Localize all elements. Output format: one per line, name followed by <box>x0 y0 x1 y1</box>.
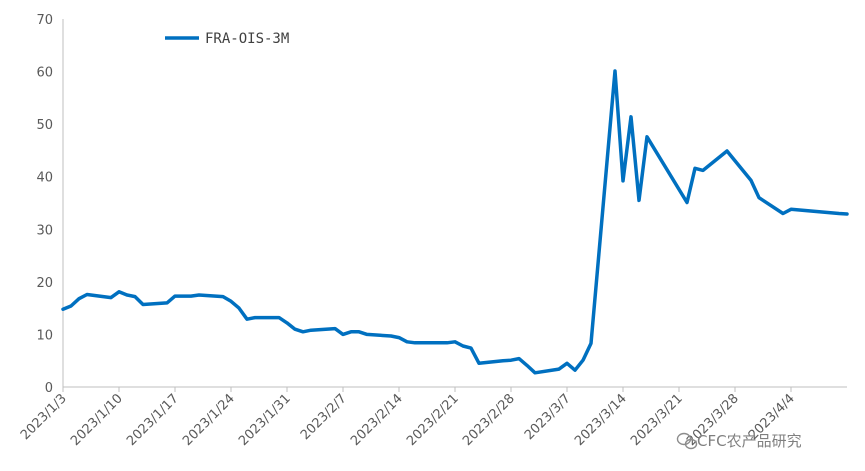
y-tick-label: 0 <box>45 381 53 396</box>
y-tick-label: 30 <box>36 223 53 238</box>
y-tick-label: 20 <box>36 276 53 291</box>
y-tick-label: 50 <box>36 118 53 133</box>
y-tick-label: 70 <box>36 13 53 28</box>
legend-label: FRA-OIS-3M <box>205 31 289 47</box>
y-tick-label: 40 <box>36 171 53 186</box>
watermark: CFC农产品研究 <box>676 432 802 450</box>
wechat-icon <box>676 432 698 450</box>
x-tick-label: 2023/1/31 <box>236 391 294 449</box>
watermark-text: CFC农产品研究 <box>697 432 802 450</box>
x-tick-label: 2023/2/21 <box>404 391 462 449</box>
x-tick-label: 2023/1/24 <box>180 391 238 449</box>
x-tick-label: 2023/1/3 <box>18 391 70 443</box>
y-axis: 0 10 20 30 40 50 60 70 <box>36 13 64 396</box>
series-line-fra-ois-3m <box>61 69 849 375</box>
x-tick-label: 2023/2/28 <box>460 391 518 449</box>
x-tick-label: 2023/1/10 <box>68 391 126 449</box>
series-layer <box>61 69 849 375</box>
legend: FRA-OIS-3M <box>165 31 289 47</box>
y-tick-label: 60 <box>36 66 53 81</box>
x-tick-label: 2023/2/14 <box>348 391 406 449</box>
x-tick-label: 2023/3/7 <box>522 391 574 443</box>
x-tick-label: 2023/1/17 <box>124 391 182 449</box>
x-tick-label: 2023/2/7 <box>298 391 350 443</box>
y-tick-label: 10 <box>36 328 53 343</box>
x-tick-label: 2023/3/14 <box>572 391 630 449</box>
